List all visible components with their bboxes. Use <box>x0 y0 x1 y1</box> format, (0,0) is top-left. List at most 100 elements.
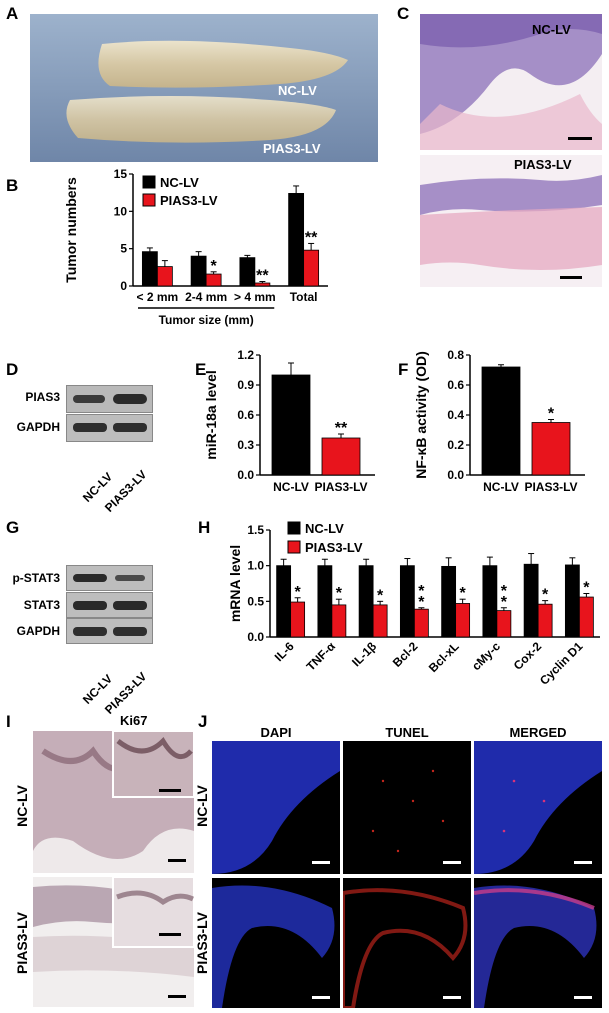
row-label-j-pias: PIAS3-LV <box>194 912 210 974</box>
blot-g-label-stat3: STAT3 <box>23 598 60 612</box>
chart-h-bar <box>372 604 388 638</box>
chart-f-ytick-label: 0.0 <box>447 468 464 482</box>
chart-h-bar <box>564 564 580 638</box>
chart-h-bar <box>399 565 415 638</box>
row-label-i-pias: PIAS3-LV <box>14 912 30 974</box>
blot-d-gapdh <box>66 414 153 442</box>
chart-b-bar <box>205 273 222 287</box>
panel-label-d: D <box>6 360 19 379</box>
chart-h-bar <box>496 610 512 638</box>
panel-label-h: H <box>198 518 211 537</box>
chart-e-bar <box>321 437 361 476</box>
chart-b-significance: ** <box>305 229 318 246</box>
he-stain-pias: PIAS3-LV <box>420 155 602 287</box>
chart-e: 0.0 0.3 0.6 0.9 1.2 miR-18a level NC-LV ** PIAS3… <box>203 348 375 494</box>
chart-h-legend-nc: NC-LV <box>305 521 344 536</box>
ki67-nc-image <box>33 731 194 873</box>
chart-h-bar <box>290 601 306 638</box>
blot-d-label-gapdh: GAPDH <box>16 420 60 434</box>
panel-label-e: E <box>195 360 207 379</box>
chart-h-significance: * <box>377 587 384 604</box>
chart-h-bar <box>358 565 374 638</box>
chart-h-bar <box>578 596 594 638</box>
chart-h-significance: * <box>501 594 508 611</box>
chart-f-ytick-label: 0.4 <box>447 408 464 422</box>
chart-b-xtick-label: > 4 mm <box>234 290 276 304</box>
colon-gross-image <box>30 14 378 162</box>
chart-f-ylabel: NF-κB activity (OD) <box>413 351 429 479</box>
chart-h-ytick-label: 1.0 <box>247 559 264 573</box>
merged-nc-image <box>474 741 602 874</box>
chart-h-bar <box>441 565 457 638</box>
chart-e-ytick-label: 1.2 <box>237 348 254 362</box>
chart-e-significance: ** <box>335 420 348 437</box>
tunel-pias-image <box>343 878 471 1008</box>
ki67-pias-image <box>33 877 194 1007</box>
he-label-nc: NC-LV <box>532 22 571 37</box>
chart-b-legend-swatch-nc <box>142 175 156 189</box>
chart-h-significance: * <box>542 587 549 604</box>
blot-g-label-gapdh: GAPDH <box>16 624 60 638</box>
chart-h-bar <box>537 603 553 638</box>
blot-d-pias3 <box>66 385 153 413</box>
row-label-j-nc: NC-LV <box>194 785 210 827</box>
merged-pias-image <box>474 878 602 1008</box>
chart-h-ytick-label: 0.5 <box>247 594 264 608</box>
chart-h-significance: * <box>418 594 425 611</box>
chart-e-ytick-label: 0.9 <box>237 378 254 392</box>
chart-b-bar <box>303 249 320 287</box>
chart-b-significance: * <box>211 258 218 275</box>
chart-h-significance: * <box>583 579 590 596</box>
chart-e-bar <box>271 374 311 476</box>
chart-f-bar <box>531 422 571 476</box>
chart-h-xtick-label: Bcl-2 <box>390 639 421 670</box>
chart-f-xtick-label: PIAS3-LV <box>524 480 577 494</box>
panel-label-f: F <box>398 360 409 379</box>
chart-h-xtick-label: IL-6 <box>272 639 297 664</box>
panel-label-a: A <box>6 4 19 23</box>
chart-b-ytick-label: 0 <box>120 279 127 293</box>
chart-h-significance: * <box>336 585 343 602</box>
dapi-nc-image <box>212 741 340 874</box>
panel-label-b: B <box>6 176 19 195</box>
chart-e-ytick-label: 0.0 <box>237 468 254 482</box>
chart-f-ytick-label: 0.8 <box>447 348 464 362</box>
chart-h-ytick-label: 0.0 <box>247 630 264 644</box>
chart-h-bar <box>317 565 333 638</box>
chart-b-xtick-label: < 2 mm <box>137 290 179 304</box>
chart-f: 0.0 0.2 0.4 0.6 0.8 NF-κB activity (OD) NC-LV *… <box>413 348 585 494</box>
fluor-title-dapi: DAPI <box>260 725 292 740</box>
chart-b-legend-nc: NC-LV <box>160 175 199 190</box>
chart-h-bar <box>482 565 498 638</box>
chart-f-ytick-label: 0.2 <box>447 438 464 452</box>
chart-f-significance: * <box>548 406 555 423</box>
he-stain-nc: NC-LV <box>420 14 602 150</box>
panel-label-c: C <box>397 4 410 23</box>
panel-label-i: I <box>6 712 11 731</box>
blot-g-label-pstat3: p-STAT3 <box>12 571 60 585</box>
he-label-pias: PIAS3-LV <box>514 157 572 172</box>
chart-e-ylabel: miR-18a level <box>203 370 219 460</box>
blot-g-stat3 <box>66 592 153 618</box>
photo-label-nc: NC-LV <box>278 83 317 98</box>
chart-e-ytick-label: 0.6 <box>237 408 254 422</box>
chart-b-ytick-label: 15 <box>114 167 128 181</box>
chart-h-xtick-label: TNF-α <box>304 639 339 674</box>
colon-gross-photo: NC-LV PIAS3-LV <box>30 14 378 162</box>
chart-h: 0.0 0.5 1.0 1.5 mRNA level * IL-6 * TNF-α * IL-1β *… <box>228 521 600 688</box>
chart-b-xtick-label: 2-4 mm <box>185 290 227 304</box>
chart-h-xtick-label: Bcl-xL <box>426 639 462 675</box>
chart-h-xtick-label: IL-1β <box>349 639 379 669</box>
chart-f-xtick-label: NC-LV <box>483 480 519 494</box>
chart-b-bar <box>288 193 305 287</box>
chart-h-bar <box>331 604 347 638</box>
chart-h-xtick-label: Cyclin D1 <box>537 639 586 688</box>
panel-label-j: J <box>198 712 208 731</box>
chart-h-significance: * <box>501 583 508 600</box>
fluor-title-merged: MERGED <box>509 725 567 740</box>
chart-h-legend-swatch-pias <box>287 540 301 554</box>
ki67-title: Ki67 <box>120 713 148 728</box>
fluor-title-tunel: TUNEL <box>385 725 429 740</box>
chart-h-legend-pias: PIAS3-LV <box>305 540 363 555</box>
chart-b-bar <box>156 266 173 287</box>
